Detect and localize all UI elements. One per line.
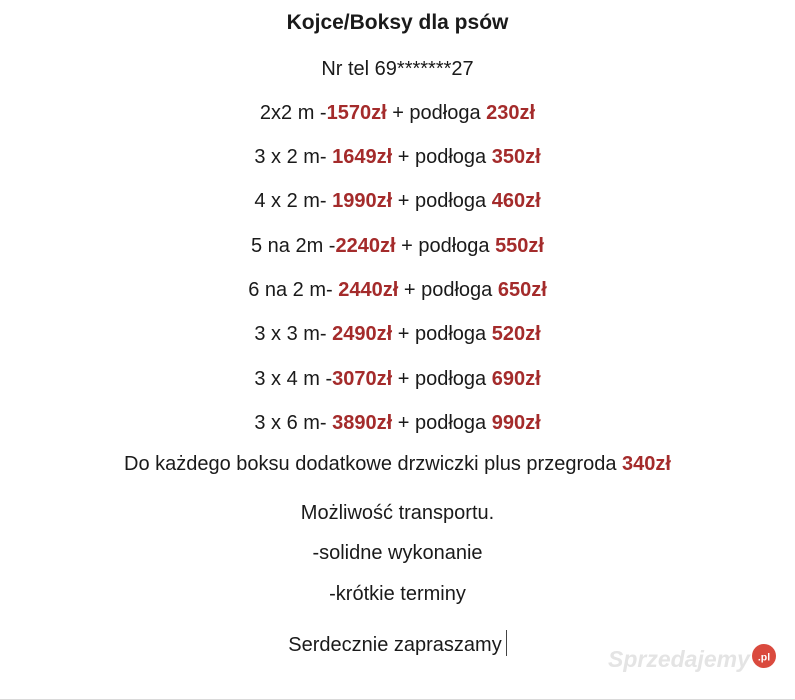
svg-text:.pl: .pl	[758, 652, 770, 664]
